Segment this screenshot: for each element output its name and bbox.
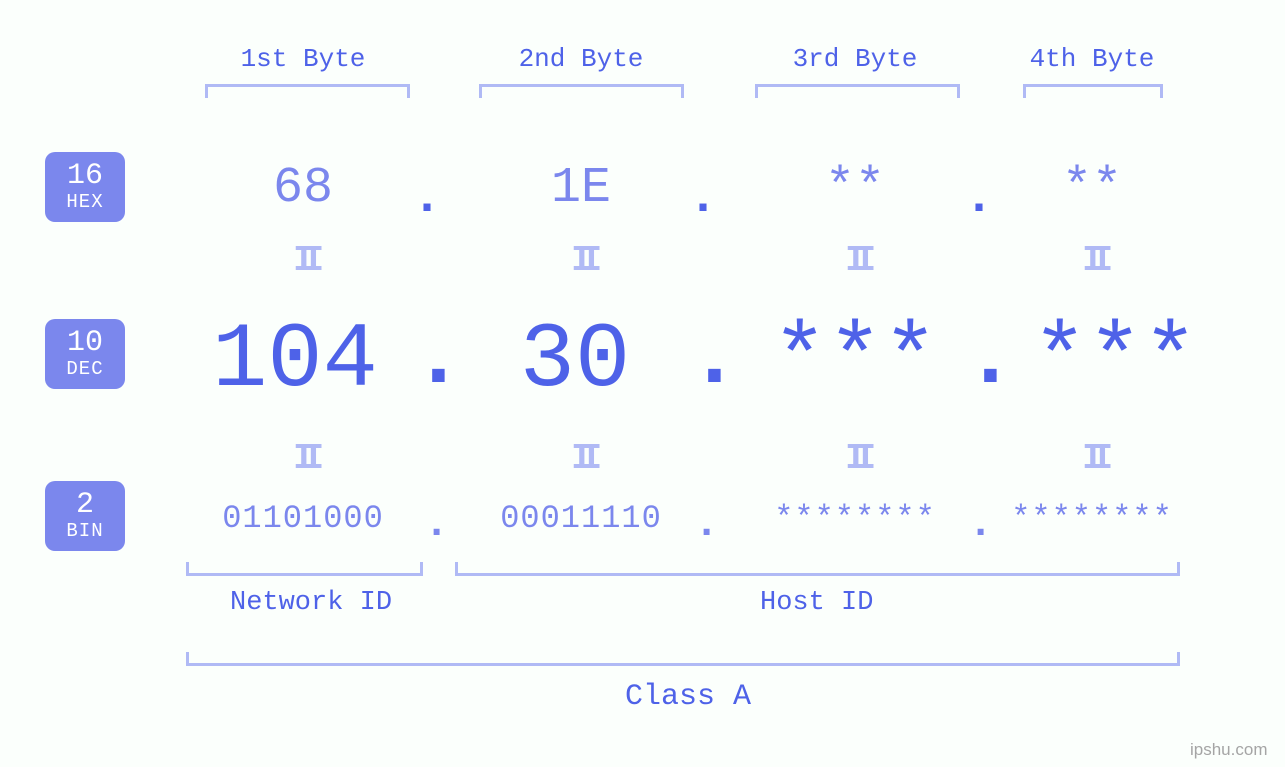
hex-separator-dot: . [688,170,718,227]
dec-separator-dot: . [964,310,1017,409]
hex-byte-1: 68 [223,160,383,217]
hex-separator-dot: . [964,170,994,227]
badge-label: BIN [66,521,103,542]
bin-byte-1: 01101000 [183,500,423,537]
group-label: Network ID [230,588,392,618]
base-badge-bin: 2BIN [45,481,125,551]
byte-header-bracket [479,84,684,98]
byte-header-bracket [1023,84,1163,98]
hex-separator-dot: . [412,170,442,227]
dec-separator-dot: . [412,310,465,409]
badge-number: 16 [67,161,103,193]
bin-separator-dot: . [694,500,719,548]
equals-icon: II [293,240,312,281]
byte-header-label: 3rd Byte [755,44,955,74]
class-bracket [186,652,1180,666]
dec-byte-3: *** [720,308,990,413]
badge-label: DEC [66,359,103,380]
base-badge-hex: 16HEX [45,152,125,222]
byte-header-bracket [205,84,410,98]
badge-number: 10 [67,328,103,360]
equals-icon: II [1082,240,1101,281]
hex-byte-4: ** [1012,160,1172,217]
bin-byte-4: ******** [972,500,1212,537]
equals-icon: II [845,438,864,479]
byte-header-label: 4th Byte [992,44,1192,74]
byte-header-label: 2nd Byte [481,44,681,74]
equals-icon: II [845,240,864,281]
badge-label: HEX [66,192,103,213]
group-bracket [186,562,423,576]
dec-byte-2: 30 [440,308,710,413]
bin-byte-3: ******** [735,500,975,537]
watermark: ipshu.com [1190,740,1267,760]
base-badge-dec: 10DEC [45,319,125,389]
byte-header-bracket [755,84,960,98]
dec-byte-4: *** [980,308,1250,413]
hex-byte-2: 1E [501,160,661,217]
group-label: Host ID [760,588,873,618]
bin-byte-2: 00011110 [461,500,701,537]
class-label: Class A [625,680,751,714]
badge-number: 2 [76,490,94,522]
bin-separator-dot: . [968,500,993,548]
dec-byte-1: 104 [160,308,430,413]
hex-byte-3: ** [775,160,935,217]
equals-icon: II [293,438,312,479]
equals-icon: II [571,438,590,479]
byte-header-label: 1st Byte [203,44,403,74]
equals-icon: II [1082,438,1101,479]
group-bracket [455,562,1180,576]
dec-separator-dot: . [688,310,741,409]
bin-separator-dot: . [424,500,449,548]
equals-icon: II [571,240,590,281]
